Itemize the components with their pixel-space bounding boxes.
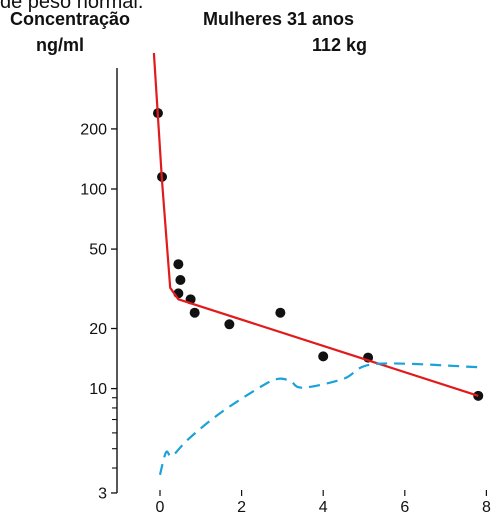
data-point	[473, 390, 484, 401]
data-point	[189, 307, 200, 318]
y-tick-label: 100	[80, 182, 107, 199]
data-point	[275, 307, 286, 318]
x-tick-label: 0	[156, 499, 165, 516]
y-axis-label: Concentração	[10, 9, 131, 29]
x-tick-label: 2	[237, 499, 246, 516]
data-point	[224, 319, 235, 330]
data-point	[175, 275, 186, 286]
y-tick-label: 200	[80, 121, 107, 138]
chart-subtitle: 112 kg	[312, 35, 368, 55]
chart-title: Mulheres 31 anos	[203, 9, 355, 29]
y-tick-label: 10	[89, 381, 107, 398]
fitted-series-line	[152, 52, 479, 397]
data-point	[318, 351, 329, 362]
x-tick-label: 6	[400, 499, 409, 516]
data-point	[173, 259, 184, 270]
y-tick-label: 20	[89, 321, 107, 338]
x-tick-label: 8	[482, 499, 491, 516]
y-tick-label: 50	[89, 242, 107, 259]
y-tick-label: 3	[98, 485, 107, 502]
top-caption: de peso normal.	[0, 0, 144, 13]
x-tick-label: 4	[319, 499, 328, 516]
y-axis-unit: ng/ml	[36, 35, 84, 55]
